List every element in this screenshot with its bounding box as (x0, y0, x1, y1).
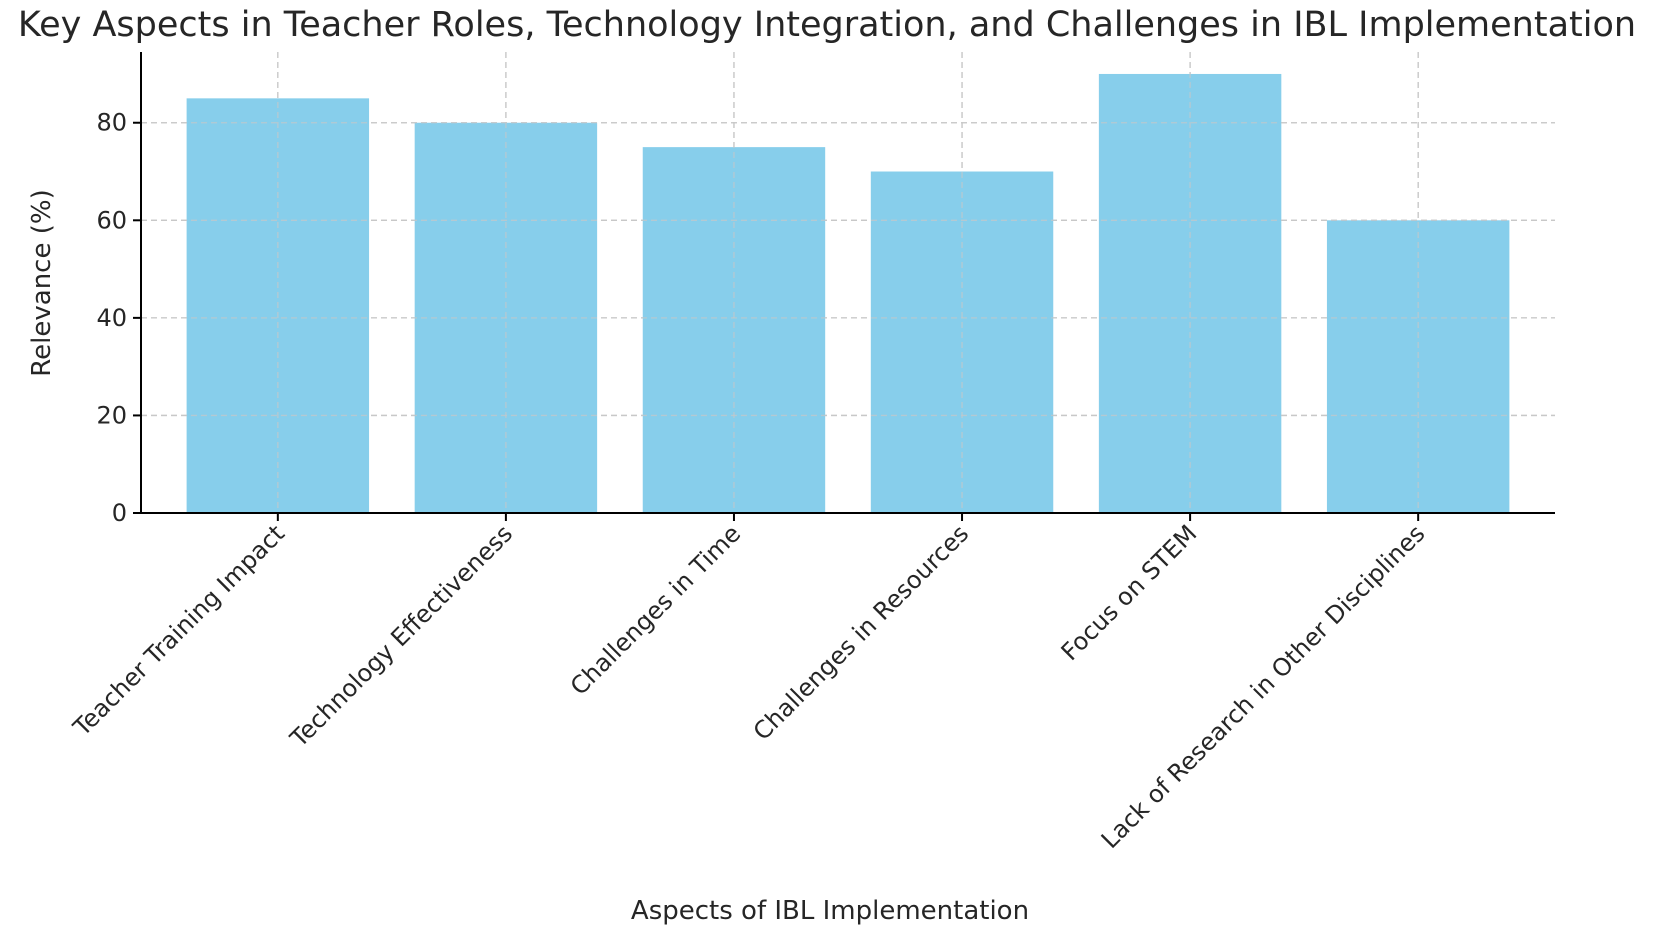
x-axis-label: Aspects of IBL Implementation (631, 896, 1029, 926)
x-tick-label: Challenges in Time (565, 519, 746, 700)
y-axis-label: Relevance (%) (27, 189, 57, 376)
y-tick-label: 80 (96, 109, 127, 137)
y-tick-label: 40 (96, 304, 127, 332)
x-tick-label: Focus on STEM (1056, 519, 1203, 666)
y-ticks: 0 20 40 60 80 (96, 109, 141, 527)
y-tick-label: 20 (96, 401, 127, 429)
x-tick-label: Teacher Training Impact (67, 519, 290, 742)
y-tick-label: 60 (96, 206, 127, 234)
grid-overlay (141, 52, 1555, 513)
x-tick-label: Challenges in Resources (748, 519, 974, 745)
chart-title: Key Aspects in Teacher Roles, Technology… (18, 5, 1636, 45)
x-tick-label: Technology Effectiveness (284, 519, 518, 753)
y-tick-label: 0 (112, 499, 127, 527)
axes (140, 52, 1555, 514)
bars (186, 73, 1510, 514)
